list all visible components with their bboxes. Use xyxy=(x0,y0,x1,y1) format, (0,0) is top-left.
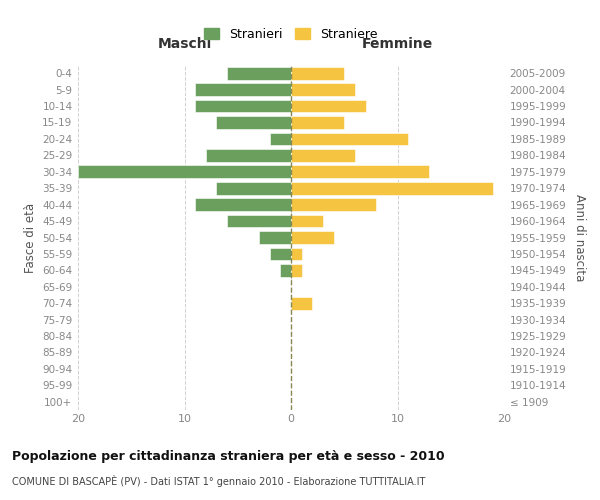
Bar xyxy=(291,149,355,162)
Legend: Stranieri, Straniere: Stranieri, Straniere xyxy=(199,23,383,46)
Text: COMUNE DI BASCAPÈ (PV) - Dati ISTAT 1° gennaio 2010 - Elaborazione TUTTITALIA.IT: COMUNE DI BASCAPÈ (PV) - Dati ISTAT 1° g… xyxy=(12,475,425,487)
Bar xyxy=(291,248,302,260)
Text: Maschi: Maschi xyxy=(157,37,212,51)
Bar xyxy=(280,264,291,277)
Bar xyxy=(217,116,291,129)
Bar xyxy=(206,149,291,162)
Bar xyxy=(259,231,291,244)
Text: Femmine: Femmine xyxy=(362,37,433,51)
Bar xyxy=(291,182,493,194)
Bar xyxy=(291,264,302,277)
Bar xyxy=(291,83,355,96)
Bar xyxy=(78,166,291,178)
Bar xyxy=(195,198,291,211)
Bar xyxy=(291,231,334,244)
Bar xyxy=(291,67,344,80)
Y-axis label: Anni di nascita: Anni di nascita xyxy=(573,194,586,281)
Bar xyxy=(227,67,291,80)
Bar xyxy=(291,214,323,228)
Bar xyxy=(195,100,291,112)
Bar xyxy=(227,214,291,228)
Bar xyxy=(217,182,291,194)
Bar xyxy=(291,132,408,145)
Bar xyxy=(270,248,291,260)
Bar xyxy=(291,116,344,129)
Bar xyxy=(291,166,430,178)
Text: Popolazione per cittadinanza straniera per età e sesso - 2010: Popolazione per cittadinanza straniera p… xyxy=(12,450,445,463)
Bar xyxy=(291,198,376,211)
Y-axis label: Fasce di età: Fasce di età xyxy=(23,202,37,272)
Bar xyxy=(291,100,365,112)
Bar xyxy=(270,132,291,145)
Bar xyxy=(291,297,313,310)
Bar xyxy=(195,83,291,96)
